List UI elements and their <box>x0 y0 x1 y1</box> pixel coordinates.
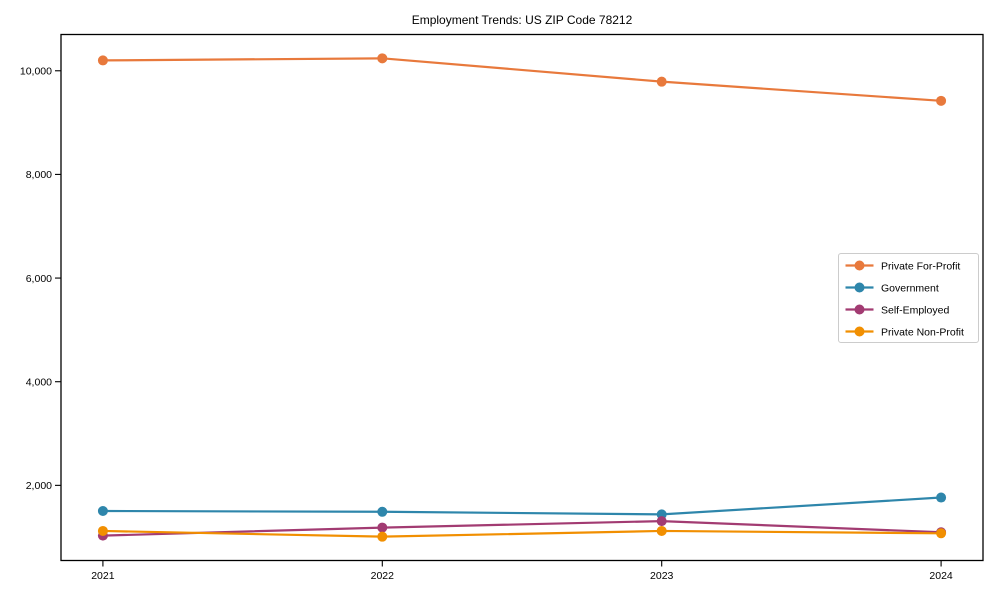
series-private-non-profit <box>97 525 947 542</box>
data-point-private-non-profit-2023 <box>656 525 667 536</box>
y-axis-tick-label: 2,000 <box>26 480 52 492</box>
legend-item-label: Private For-Profit <box>881 260 960 272</box>
data-point-government-2021 <box>97 506 108 517</box>
data-point-self-employed-2022 <box>377 522 388 533</box>
data-point-government-2024 <box>936 492 947 503</box>
legend-item-label: Government <box>881 282 939 294</box>
series-line-private-for-profit <box>102 57 942 102</box>
legend-item-government: Government <box>845 282 939 294</box>
data-point-private-for-profit-2022 <box>377 53 388 64</box>
data-point-private-non-profit-2022 <box>377 531 388 542</box>
series-private-for-profit <box>97 53 947 106</box>
data-point-self-employed-2023 <box>656 516 667 527</box>
series-line-private-non-profit <box>102 529 942 538</box>
legend-item-private-for-profit: Private For-Profit <box>845 260 960 272</box>
data-point-private-for-profit-2023 <box>656 76 667 87</box>
chart-title: Employment Trends: US ZIP Code 78212 <box>411 13 633 27</box>
legend-item-label: Private Non-Profit <box>881 326 964 338</box>
series-government <box>97 492 947 520</box>
series-line-government <box>102 496 942 516</box>
y-axis-tick-label: 4,000 <box>26 377 52 389</box>
data-point-private-non-profit-2021 <box>97 525 108 536</box>
legend-marker-icon <box>854 326 865 337</box>
legend-marker-icon <box>854 282 865 293</box>
plot-border <box>60 33 984 562</box>
legend-marker-icon <box>854 260 865 271</box>
legend-marker-icon <box>854 304 865 315</box>
series-line-self-employed <box>102 520 942 537</box>
x-axis-tick-label: 2023 <box>650 570 674 582</box>
y-axis-tick-label: 8,000 <box>26 169 52 181</box>
data-point-private-for-profit-2024 <box>936 95 947 106</box>
y-axis-tick-label: 6,000 <box>26 273 52 285</box>
y-axis-tick-label: 10,000 <box>20 66 52 78</box>
x-axis-tick-label: 2024 <box>929 570 953 582</box>
data-point-government-2022 <box>377 506 388 517</box>
legend: Private For-Profit Government Self-Employe… <box>838 253 979 343</box>
legend-item-label: Self-Employed <box>881 304 949 316</box>
data-point-private-non-profit-2024 <box>936 528 947 539</box>
series-self-employed <box>97 516 947 541</box>
x-axis-tick-label: 2022 <box>371 570 395 582</box>
legend-item-self-employed: Self-Employed <box>845 304 949 316</box>
data-point-private-for-profit-2021 <box>97 55 108 66</box>
legend-item-private-non-profit: Private Non-Profit <box>845 326 964 338</box>
x-axis-tick-label: 2021 <box>91 570 115 582</box>
legend-box <box>838 253 979 343</box>
